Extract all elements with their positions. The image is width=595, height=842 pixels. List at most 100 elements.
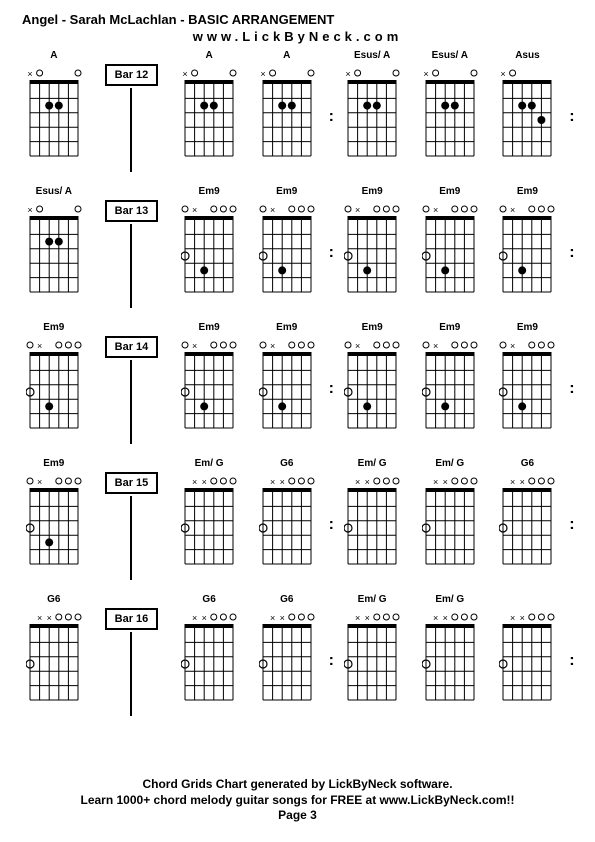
svg-text:×: × [182, 69, 187, 79]
bar-marker: Bar 16 [96, 594, 168, 716]
chord-row: Esus/ A×Bar 13Em9×Em9×:Em9×Em9×Em9×: [18, 186, 577, 314]
beat-separator: : [329, 50, 337, 126]
svg-text:×: × [510, 477, 515, 487]
bar-marker: Bar 12 [96, 50, 168, 172]
svg-text:×: × [433, 341, 438, 351]
chord-name: A [283, 50, 290, 64]
svg-text:×: × [355, 205, 360, 215]
bar-label: Bar 12 [105, 64, 159, 86]
bar-marker: Bar 13 [96, 186, 168, 308]
svg-text:×: × [520, 613, 525, 623]
svg-text:×: × [270, 205, 275, 215]
chord-name: Em9 [362, 186, 383, 200]
svg-text:×: × [510, 613, 515, 623]
beat-separator: : [569, 594, 577, 670]
bar-label: Bar 13 [105, 200, 159, 222]
svg-text:×: × [501, 69, 506, 79]
bar-marker: Bar 14 [96, 322, 168, 444]
svg-text:×: × [433, 205, 438, 215]
chord-diagram: G6×× [18, 594, 90, 704]
svg-text:×: × [433, 477, 438, 487]
chord-diagram: Asus × [492, 50, 564, 160]
svg-text:×: × [27, 205, 32, 215]
chord-diagram: Em9× [251, 186, 323, 296]
svg-text:×: × [510, 205, 515, 215]
svg-text:×: × [192, 613, 197, 623]
chord-row: G6××Bar 16G6××G6××:Em/ G××Em/ G××××: [18, 594, 577, 722]
chord-diagram: Em9× [173, 322, 245, 432]
bar-label: Bar 16 [105, 608, 159, 630]
svg-text:×: × [37, 477, 42, 487]
chord-name: G6 [280, 458, 293, 472]
chord-diagram: G6 × × [492, 458, 564, 568]
svg-text:×: × [355, 613, 360, 623]
chord-name: Esus/ A [354, 50, 390, 64]
beat-separator: : [329, 186, 337, 262]
chord-diagram: Esus/ A × [336, 50, 408, 160]
chord-name: A [205, 50, 212, 64]
svg-text:×: × [192, 205, 197, 215]
chord-diagram: Esus/ A× [414, 50, 486, 160]
beat-separator: : [329, 594, 337, 670]
svg-text:×: × [260, 69, 265, 79]
chord-name: Em9 [276, 322, 297, 336]
chord-diagram: A× [18, 50, 90, 160]
chord-diagram: Em/ G×× [173, 458, 245, 568]
chord-name: G6 [47, 594, 60, 608]
bar-label: Bar 15 [105, 472, 159, 494]
chord-diagram: Em/ G×× [336, 458, 408, 568]
bar-line [130, 360, 132, 444]
bar-line [130, 496, 132, 580]
svg-text:×: × [355, 341, 360, 351]
chord-diagram: Em9× [492, 322, 564, 432]
svg-text:×: × [355, 477, 360, 487]
chord-name: Em/ G [358, 594, 387, 608]
bar-line [130, 632, 132, 716]
chord-name: Em/ G [435, 458, 464, 472]
svg-text:×: × [442, 477, 447, 487]
chord-name: G6 [521, 458, 534, 472]
chord-diagram: Em/ G×× [336, 594, 408, 704]
svg-text:×: × [345, 69, 350, 79]
chord-name: Em9 [199, 322, 220, 336]
chord-diagram: Esus/ A× [18, 186, 90, 296]
chord-diagram: Em9× [18, 458, 90, 568]
svg-text:×: × [279, 613, 284, 623]
page-title: Angel - Sarah McLachlan - BASIC ARRANGEM… [22, 12, 573, 27]
svg-text:×: × [423, 69, 428, 79]
svg-text:×: × [270, 341, 275, 351]
footer-line-1: Chord Grids Chart generated by LickByNec… [0, 777, 595, 793]
svg-text:×: × [37, 613, 42, 623]
chord-name: Asus [515, 50, 539, 64]
chord-row: Em9×Bar 14Em9×Em9×:Em9×Em9×Em9×: [18, 322, 577, 450]
svg-text:×: × [433, 613, 438, 623]
svg-text:×: × [192, 341, 197, 351]
svg-text:×: × [270, 613, 275, 623]
svg-text:×: × [192, 477, 197, 487]
svg-text:×: × [520, 477, 525, 487]
chord-row: A×Bar 12A×A×:Esus/ A×Esus/ A×Asus×: [18, 50, 577, 178]
chord-name: G6 [280, 594, 293, 608]
chord-name: Em9 [517, 322, 538, 336]
beat-separator: : [329, 322, 337, 398]
svg-text:×: × [37, 341, 42, 351]
beat-separator: : [329, 458, 337, 534]
chord-diagram: Em9× [414, 322, 486, 432]
chord-diagram: ×× [492, 594, 564, 704]
svg-text:×: × [270, 477, 275, 487]
chord-diagram: Em/ G × × [414, 458, 486, 568]
beat-separator: : [569, 186, 577, 262]
svg-text:×: × [202, 613, 207, 623]
chord-row: Em9×Bar 15Em/ G××G6××:Em/ G××Em/ G××G6××… [18, 458, 577, 586]
svg-text:×: × [365, 477, 370, 487]
bar-label: Bar 14 [105, 336, 159, 358]
svg-text:×: × [510, 341, 515, 351]
chord-name: Em9 [276, 186, 297, 200]
header: Angel - Sarah McLachlan - BASIC ARRANGEM… [0, 0, 595, 44]
bar-marker: Bar 15 [96, 458, 168, 580]
bar-line [130, 88, 132, 172]
chord-name: Em9 [517, 186, 538, 200]
footer-line-2: Learn 1000+ chord melody guitar songs fo… [0, 793, 595, 809]
chord-diagram: Em9× [173, 186, 245, 296]
footer: Chord Grids Chart generated by LickByNec… [0, 777, 595, 824]
